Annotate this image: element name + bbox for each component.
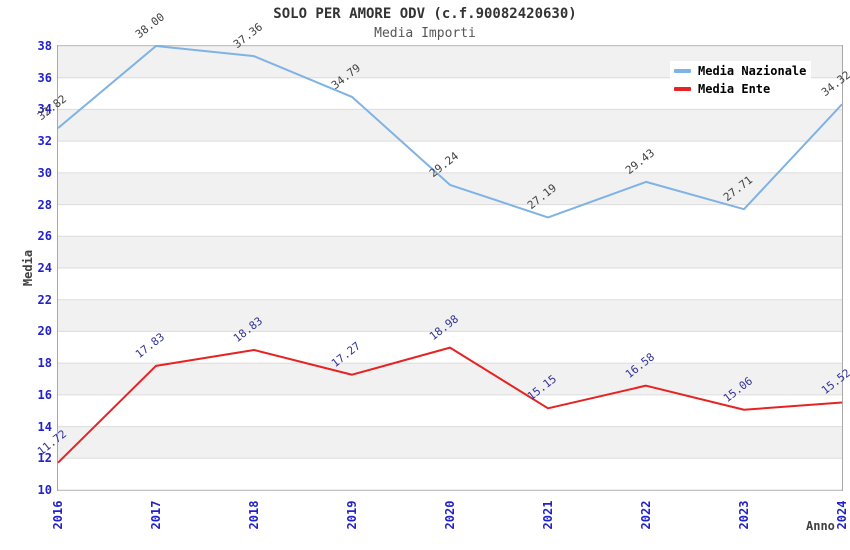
y-tick-label: 34 [37, 102, 52, 117]
x-tick-label: 2022 [639, 500, 653, 530]
y-tick-label: 36 [37, 70, 52, 85]
legend-label: Media Nazionale [698, 64, 807, 78]
series-line-media-ente [57, 346, 843, 464]
x-tick-label: 2019 [345, 500, 359, 530]
y-tick-label: 30 [37, 165, 52, 180]
y-tick-label: 14 [37, 419, 52, 434]
y-tick-label: 32 [37, 134, 52, 149]
y-tick-label: 10 [37, 483, 52, 497]
x-tick-label: 2018 [247, 500, 261, 530]
y-tick-label: 28 [37, 197, 52, 212]
legend-item-media-ente: Media Ente [670, 82, 811, 96]
y-tick-label: 16 [37, 387, 52, 402]
legend-label: Media Ente [698, 82, 771, 96]
x-tick-label: 2017 [149, 500, 163, 530]
x-tick-label: 2020 [443, 500, 457, 530]
x-tick-label: 2021 [541, 500, 555, 530]
y-tick-label: 18 [37, 356, 52, 371]
chart-subtitle: Media Importi [374, 26, 476, 41]
y-tick-label: 20 [37, 324, 52, 339]
chart-title: SOLO PER AMORE ODV (c.f.90082420630) [273, 6, 577, 22]
legend: Media Nazionale Media Ente [670, 61, 811, 99]
y-tick-label: 38 [37, 39, 52, 53]
y-tick-label: 12 [37, 451, 52, 466]
x-tick-label: 2016 [51, 500, 65, 530]
x-axis-title: Anno [806, 519, 835, 533]
y-axis-title: Media [21, 249, 35, 287]
media-nazionale-line-swatch-icon [674, 69, 691, 73]
media-ente-line-swatch-icon [674, 87, 691, 91]
series-line-media-nazionale [57, 45, 843, 219]
y-tick-label: 22 [37, 292, 52, 307]
legend-item-media-nazionale: Media Nazionale [670, 64, 811, 78]
x-tick-label: 2023 [737, 500, 751, 530]
y-tick-label: 24 [37, 261, 52, 275]
y-tick-label: 26 [37, 229, 52, 244]
